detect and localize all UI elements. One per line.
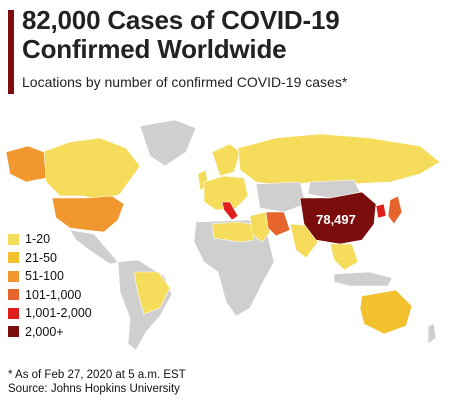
region-japan <box>387 195 403 225</box>
legend-label: 1,001-2,000 <box>25 306 92 321</box>
region-canada <box>41 137 141 201</box>
legend: 1-20 21-50 51-100 101-1,000 1,001-2,000 … <box>8 230 92 341</box>
legend-swatch <box>8 326 19 338</box>
title-accent-bar <box>8 10 14 94</box>
world-map: 78,497 <box>5 119 441 351</box>
legend-item: 21-50 <box>8 249 92 268</box>
page-title: 82,000 Cases of COVID-19 Confirmed World… <box>22 5 340 64</box>
footnote-date: * As of Feb 27, 2020 at 5 a.m. EST <box>8 369 186 381</box>
legend-swatch <box>8 252 19 264</box>
region-mexico <box>69 229 119 265</box>
region-russia <box>237 133 441 187</box>
legend-label: 101-1,000 <box>25 287 82 302</box>
page-subtitle: Locations by number of confirmed COVID-1… <box>22 74 348 90</box>
legend-swatch <box>8 233 19 245</box>
region-europe <box>203 175 249 211</box>
region-greenland <box>139 119 197 167</box>
legend-label: 2,000+ <box>25 324 64 339</box>
legend-swatch <box>8 270 19 282</box>
region-brazil <box>133 271 171 315</box>
legend-label: 1-20 <box>25 232 51 247</box>
region-italy <box>221 201 239 221</box>
region-central-asia <box>255 181 307 213</box>
region-iran <box>265 211 291 237</box>
legend-label: 21-50 <box>25 250 57 265</box>
legend-swatch <box>8 307 19 319</box>
region-new-zealand <box>427 323 437 345</box>
region-australia <box>359 289 413 335</box>
region-china <box>299 191 377 245</box>
legend-item: 2,000+ <box>8 323 92 342</box>
region-alaska <box>5 145 47 183</box>
footnote-source: Source: Johns Hopkins University <box>8 383 180 395</box>
footnote: * As of Feb 27, 2020 at 5 a.m. EST Sourc… <box>8 368 186 396</box>
region-egypt-algeria <box>211 221 255 243</box>
region-middle-east <box>249 211 271 243</box>
region-korea <box>375 203 387 219</box>
legend-swatch <box>8 289 19 301</box>
region-scandinavia <box>211 143 241 177</box>
legend-item: 101-1,000 <box>8 286 92 305</box>
legend-item: 1,001-2,000 <box>8 304 92 323</box>
region-indonesia <box>333 271 393 287</box>
legend-item: 51-100 <box>8 267 92 286</box>
legend-label: 51-100 <box>25 269 64 284</box>
china-case-count: 78,497 <box>316 212 356 227</box>
region-southeast-asia <box>329 243 359 271</box>
legend-item: 1-20 <box>8 230 92 249</box>
region-usa <box>51 195 125 233</box>
